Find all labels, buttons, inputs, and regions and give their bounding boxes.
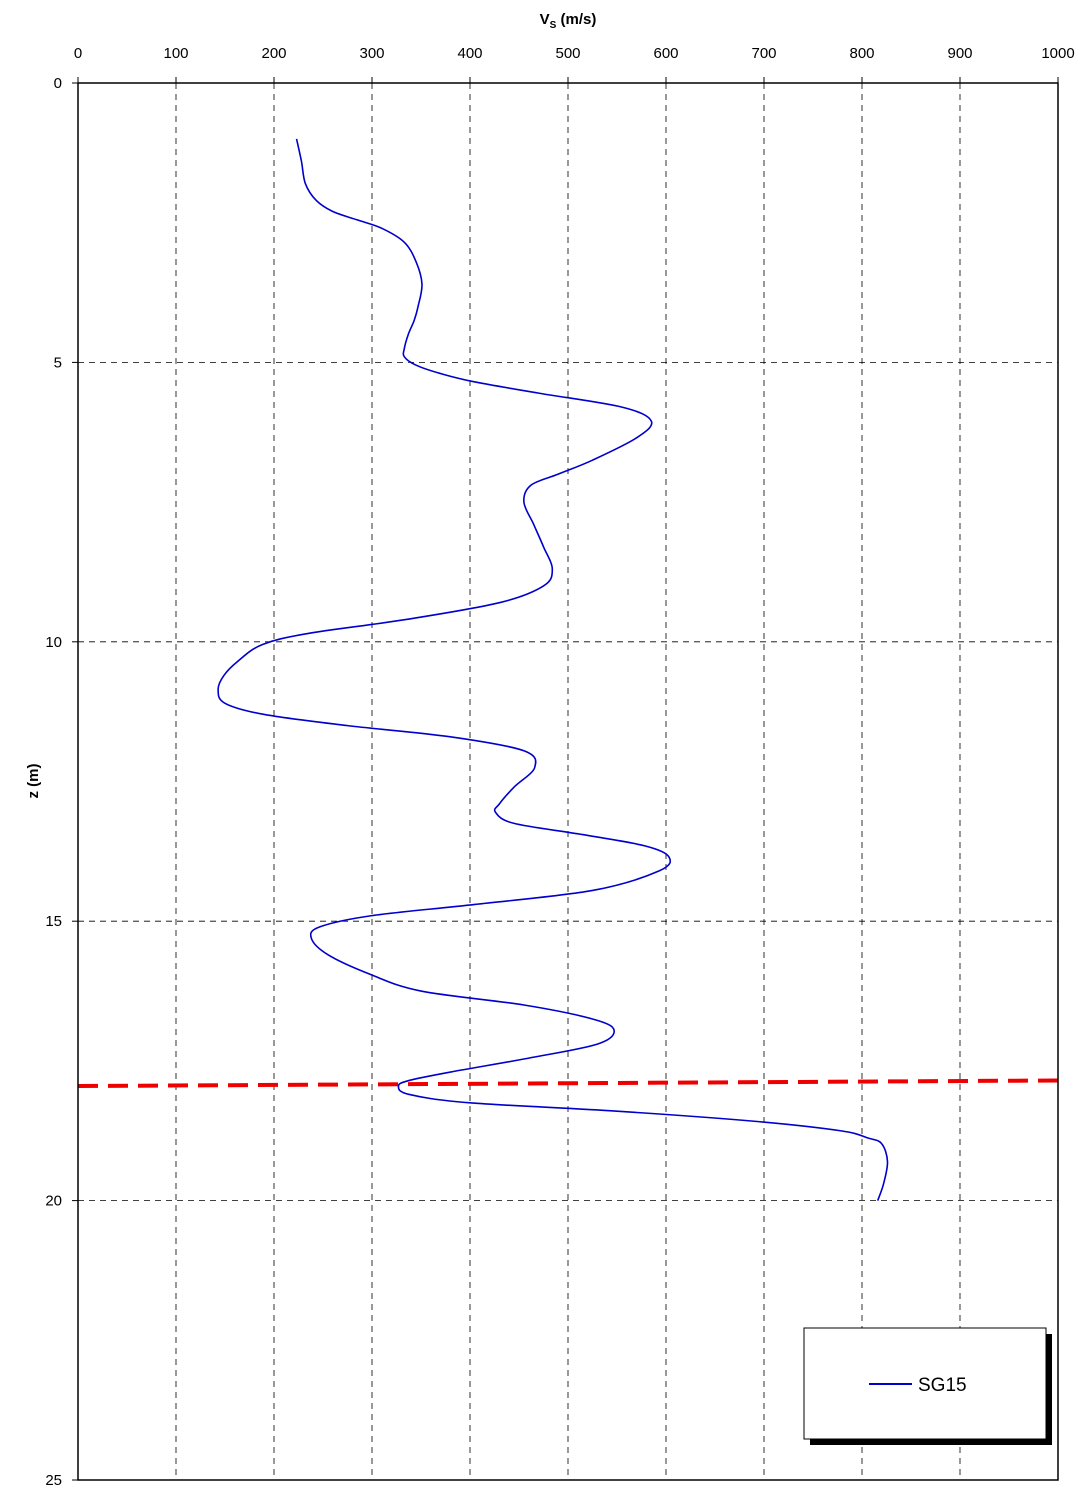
x-tick-label: 0	[74, 45, 82, 62]
x-axis-title-subscript: S	[550, 20, 557, 31]
y-tick-label: 5	[54, 354, 62, 371]
x-axis-title-main: V	[540, 11, 550, 28]
reference-line	[77, 1078, 1059, 1089]
x-tick-label: 700	[751, 45, 776, 62]
y-tick-label: 15	[45, 913, 62, 930]
data-layer	[77, 138, 1059, 1201]
x-tick-label: 1000	[1041, 45, 1074, 62]
y-tick-label: 10	[45, 634, 62, 651]
x-tick-label: 900	[947, 45, 972, 62]
x-axis-title-unit: (m/s)	[556, 11, 596, 28]
legend-label-sg15: SG15	[918, 1375, 967, 1396]
x-tick-label: 600	[653, 45, 678, 62]
x-tick-label: 400	[457, 45, 482, 62]
x-tick-label: 500	[555, 45, 580, 62]
y-axis-title: z (m)	[25, 764, 42, 799]
y-tick-label: 20	[45, 1193, 62, 1210]
x-axis-title: VS (m/s)	[540, 11, 597, 31]
tick-layer: 0 100 200 300 400 500 600 700 800 900 1000 0 5 10 15 20…	[45, 45, 1074, 1489]
x-tick-label: 800	[849, 45, 874, 62]
x-tick-label: 300	[359, 45, 384, 62]
grid-layer	[78, 83, 1058, 1480]
title-layer: VS (m/s) z (m)	[25, 11, 596, 799]
y-tick-label: 0	[54, 75, 62, 92]
y-tick-label: 25	[45, 1472, 62, 1488]
series-line-sg15	[217, 138, 889, 1201]
legend: SG15	[803, 1327, 1052, 1445]
legend-box	[803, 1327, 1047, 1440]
x-tick-label: 200	[261, 45, 286, 62]
x-tick-label: 100	[163, 45, 188, 62]
